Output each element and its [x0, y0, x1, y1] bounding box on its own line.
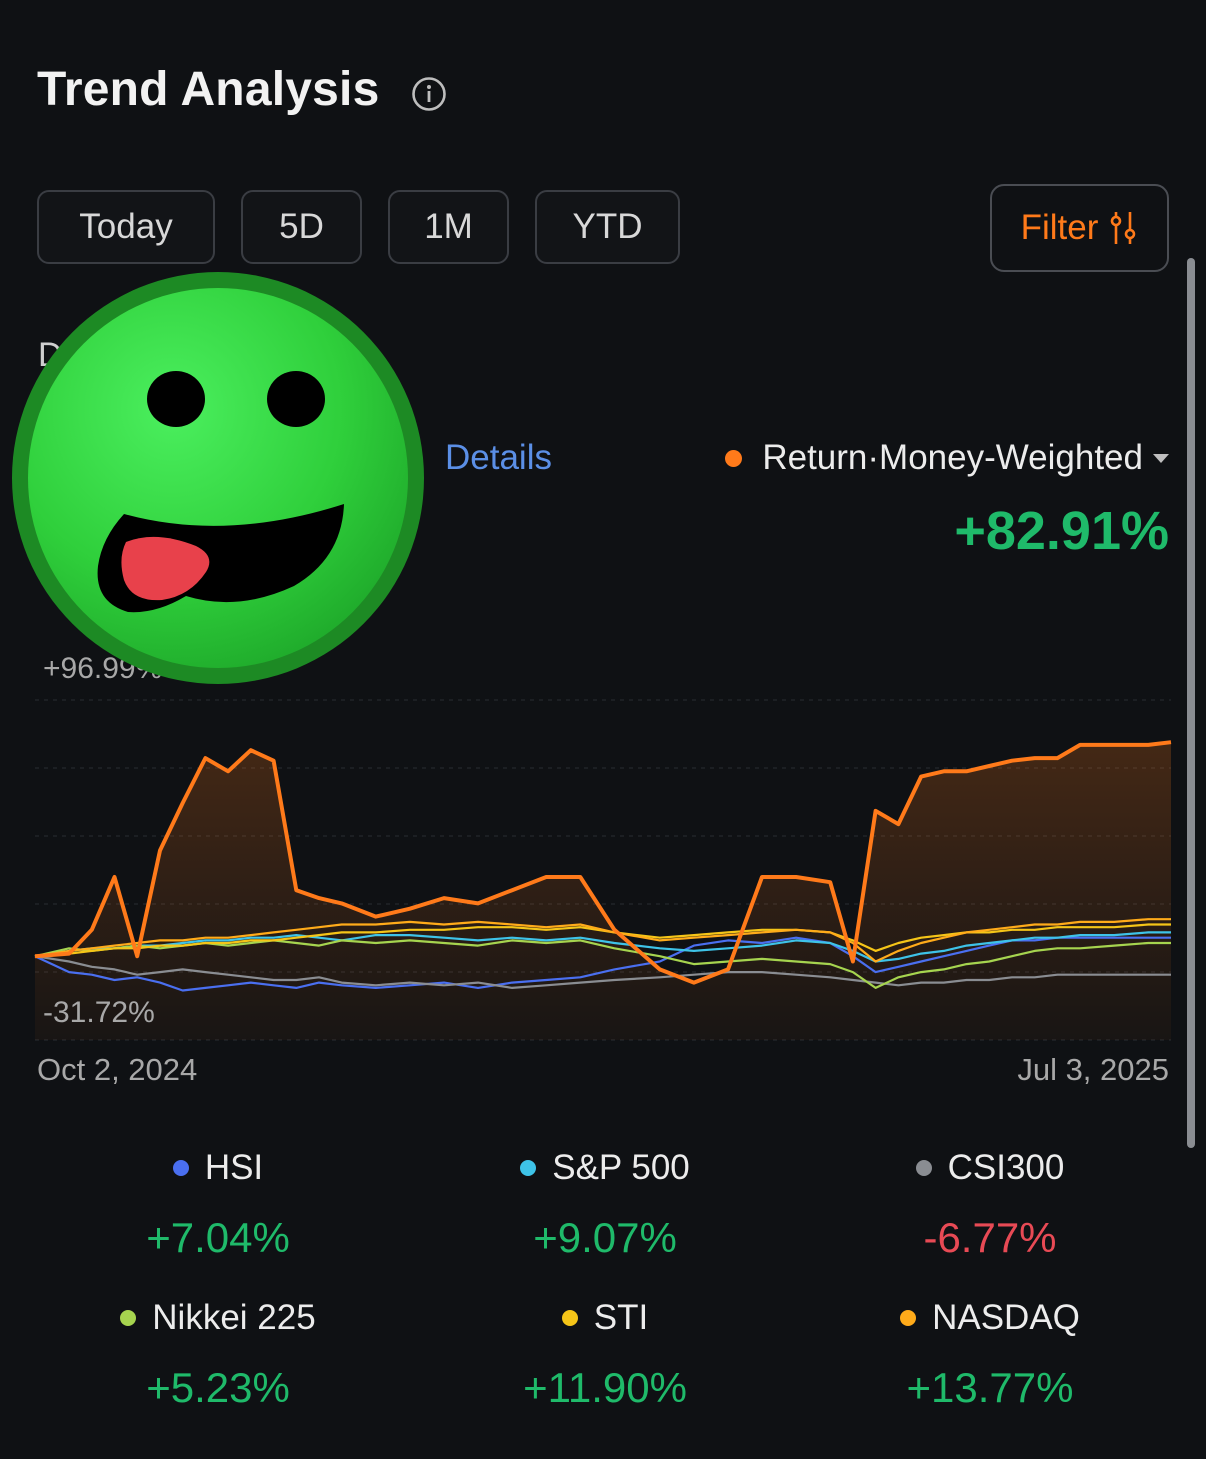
info-circle-icon[interactable] [411, 76, 447, 112]
legend-dot [915, 1160, 932, 1176]
period-tab-5d[interactable]: 5D [241, 190, 362, 264]
y-min-label: -31.72% [43, 996, 155, 1029]
metric-dropdown[interactable]: Return·Money-Weighted [725, 438, 1169, 478]
legend-value: +7.04% [146, 1214, 290, 1261]
legend-name: STI [593, 1298, 649, 1337]
legend-dot [561, 1310, 578, 1326]
period-tab-1m[interactable]: 1M [388, 190, 509, 264]
period-tab-ytd[interactable]: YTD [535, 190, 680, 264]
legend-dot [900, 1310, 917, 1326]
sliders-icon [1111, 212, 1136, 244]
legend-value: -6.77% [923, 1214, 1057, 1261]
page-title: Trend Analysis [37, 63, 380, 116]
details-link[interactable]: Details [445, 438, 552, 477]
series-line-s-p-500 [34, 931, 1171, 963]
tongue-out-smiley-icon [12, 272, 424, 684]
legend-name: NASDAQ [932, 1298, 1080, 1337]
metric-color-dot [725, 449, 743, 467]
caret-down-icon [1153, 453, 1169, 463]
legend-item-hsi: HSI +7.04% [68, 1148, 368, 1262]
legend-item-sti: STI +11.90% [455, 1298, 755, 1412]
legend-item-s-p-500: S&P 500 +9.07% [455, 1148, 755, 1262]
legend-value: +13.77% [906, 1364, 1074, 1411]
legend-item-nikkei-225: Nikkei 225 +5.23% [68, 1298, 368, 1412]
series-line-csi300 [34, 955, 1171, 989]
x-start-label: Oct 2, 2024 [37, 1052, 198, 1087]
legend-value: +9.07% [533, 1214, 677, 1261]
legend-item-nasdaq: NASDAQ +13.77% [840, 1298, 1140, 1412]
legend-value: +11.90% [523, 1364, 687, 1411]
legend-value: +5.23% [146, 1364, 290, 1411]
series-line-return-money-weighted [34, 740, 1172, 985]
series-line-hsi [34, 936, 1171, 992]
series-line-nasdaq [34, 918, 1171, 963]
portfolio-area [35, 742, 1171, 1040]
legend-name: Nikkei 225 [152, 1298, 316, 1337]
metric-value: +82.91% [954, 501, 1169, 561]
metric-label: Return·Money-Weighted [762, 438, 1143, 477]
series-line-sti [34, 923, 1171, 958]
filter-label: Filter [1020, 208, 1099, 247]
legend-dot [520, 1160, 537, 1176]
scrollbar[interactable] [1187, 258, 1195, 1148]
legend-name: HSI [204, 1148, 264, 1187]
legend-dot [172, 1160, 189, 1176]
filter-button[interactable]: Filter [990, 184, 1169, 272]
legend-name: CSI300 [947, 1148, 1065, 1187]
x-end-label: Jul 3, 2025 [1017, 1052, 1169, 1087]
legend-item-csi300: CSI300 -6.77% [840, 1148, 1140, 1262]
legend-name: S&P 500 [552, 1148, 690, 1187]
period-tab-today[interactable]: Today [37, 190, 215, 264]
legend-dot [120, 1310, 137, 1326]
trend-chart[interactable] [0, 680, 1206, 1050]
